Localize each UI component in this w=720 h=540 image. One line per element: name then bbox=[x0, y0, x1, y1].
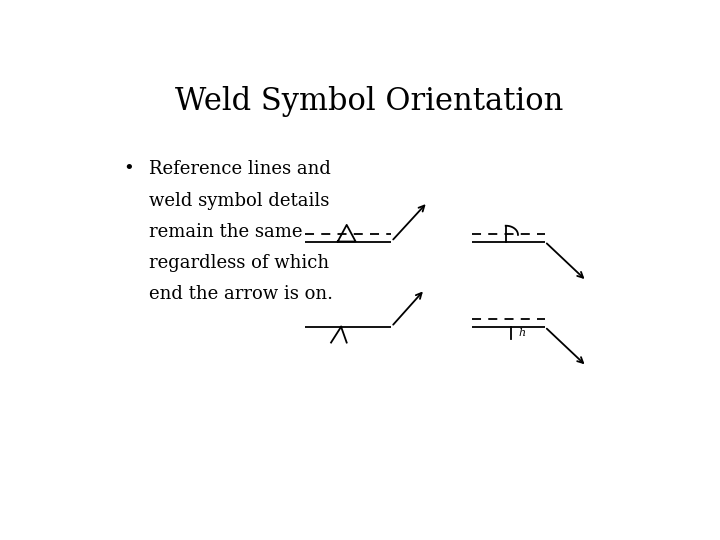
Text: weld symbol details: weld symbol details bbox=[148, 192, 329, 210]
Text: end the arrow is on.: end the arrow is on. bbox=[148, 285, 333, 303]
Text: Weld Symbol Orientation: Weld Symbol Orientation bbox=[175, 85, 563, 117]
Text: regardless of which: regardless of which bbox=[148, 254, 329, 272]
Text: •: • bbox=[124, 160, 134, 178]
Text: remain the same: remain the same bbox=[148, 223, 302, 241]
Text: Reference lines and: Reference lines and bbox=[148, 160, 330, 178]
Text: h: h bbox=[518, 328, 525, 338]
